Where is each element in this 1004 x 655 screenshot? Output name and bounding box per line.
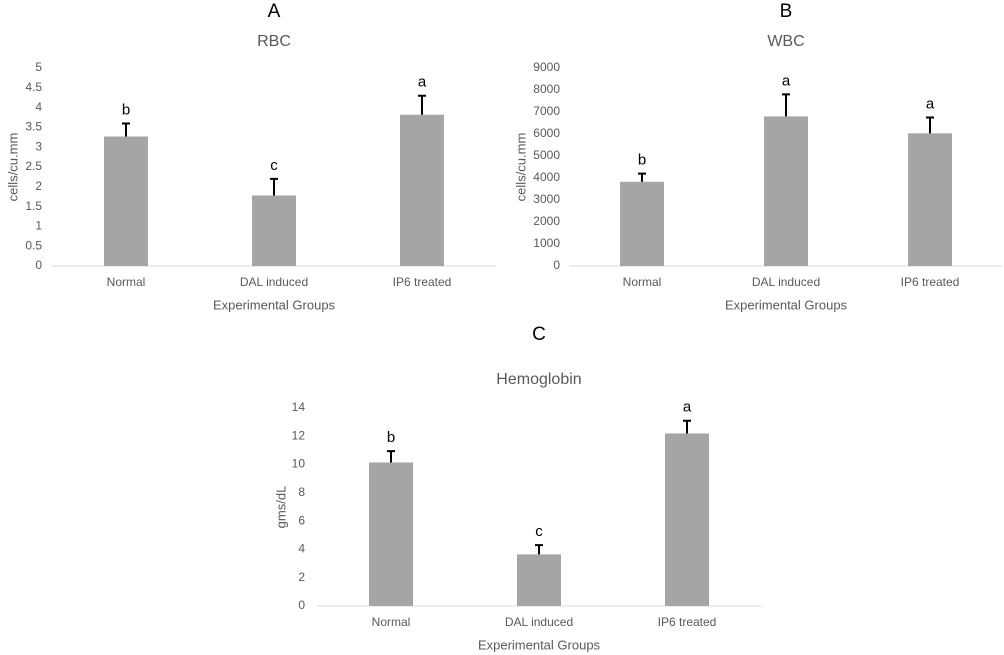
y-tick-label: 4 — [35, 100, 42, 114]
x-tick-label: IP6 treated — [393, 275, 452, 289]
significance-letter: a — [926, 95, 935, 112]
y-axis-label: cells/cu.mm — [513, 133, 528, 202]
x-axis-label: Experimental Groups — [725, 297, 848, 312]
y-tick-label: 2.5 — [25, 159, 42, 173]
y-tick-label: 6000 — [533, 126, 560, 140]
x-axis-label: Experimental Groups — [478, 637, 601, 652]
y-tick-label: 12 — [292, 428, 306, 442]
y-tick-label: 1.5 — [25, 199, 42, 213]
bar — [369, 462, 413, 606]
panel-label: C — [532, 324, 546, 345]
y-tick-label: 2 — [298, 570, 305, 584]
y-axis-label: cells/cu.mm — [5, 133, 20, 202]
y-tick-label: 3000 — [533, 192, 560, 206]
bar — [252, 195, 296, 266]
significance-letter: c — [535, 523, 543, 540]
chart-title: RBC — [257, 33, 291, 50]
x-tick-label: IP6 treated — [901, 275, 960, 289]
chart-title: Hemoglobin — [496, 371, 581, 388]
error-bar — [683, 419, 691, 434]
y-tick-label: 0 — [553, 258, 560, 272]
significance-letter: b — [638, 152, 646, 169]
x-tick-label: IP6 treated — [658, 615, 717, 629]
y-tick-label: 9000 — [533, 60, 560, 74]
y-tick-label: 1000 — [533, 236, 560, 250]
significance-letter: a — [683, 399, 692, 416]
chart-title: WBC — [767, 33, 804, 50]
significance-letter: a — [782, 72, 791, 89]
y-tick-label: 4 — [298, 542, 305, 556]
y-tick-label: 0 — [298, 598, 305, 612]
x-tick-label: Normal — [107, 275, 146, 289]
y-tick-label: 2 — [35, 179, 42, 193]
y-tick-label: 0.5 — [25, 238, 42, 252]
y-tick-label: 8000 — [533, 82, 560, 96]
y-tick-label: 3.5 — [25, 120, 42, 134]
error-bar — [926, 116, 934, 134]
error-bar — [535, 544, 543, 555]
x-tick-label: Normal — [623, 275, 662, 289]
y-tick-label: 5000 — [533, 148, 560, 162]
significance-letter: c — [270, 157, 278, 174]
y-tick-label: 3 — [35, 139, 42, 153]
bar — [400, 114, 444, 266]
panel-label: B — [780, 1, 793, 22]
panel-label: A — [268, 1, 281, 22]
x-tick-label: DAL induced — [240, 275, 308, 289]
error-bar — [387, 450, 395, 463]
x-tick-label: DAL induced — [752, 275, 820, 289]
significance-letter: b — [387, 429, 395, 446]
bar — [517, 554, 561, 606]
bar — [104, 136, 148, 266]
error-bar — [122, 122, 130, 137]
bar — [908, 133, 952, 266]
y-tick-label: 6 — [298, 513, 305, 527]
y-tick-label: 0 — [35, 258, 42, 272]
y-axis-label: gms/dL — [273, 486, 288, 529]
significance-letter: a — [418, 74, 427, 91]
error-bar — [418, 94, 426, 115]
y-tick-label: 14 — [292, 400, 306, 414]
x-axis-label: Experimental Groups — [213, 297, 336, 312]
y-tick-label: 5 — [35, 60, 42, 74]
error-bar — [782, 93, 790, 117]
x-tick-label: DAL induced — [505, 615, 573, 629]
error-bar — [638, 172, 646, 182]
y-tick-label: 8 — [298, 485, 305, 499]
y-tick-label: 1 — [35, 219, 42, 233]
x-tick-label: Normal — [372, 615, 411, 629]
bar — [665, 433, 709, 606]
y-tick-label: 4.5 — [25, 80, 42, 94]
bar — [620, 181, 664, 266]
y-tick-label: 10 — [292, 457, 306, 471]
bar — [764, 116, 808, 267]
error-bar — [270, 177, 278, 196]
y-tick-label: 7000 — [533, 104, 560, 118]
y-tick-label: 4000 — [533, 170, 560, 184]
y-tick-label: 2000 — [533, 214, 560, 228]
significance-letter: b — [122, 101, 130, 118]
